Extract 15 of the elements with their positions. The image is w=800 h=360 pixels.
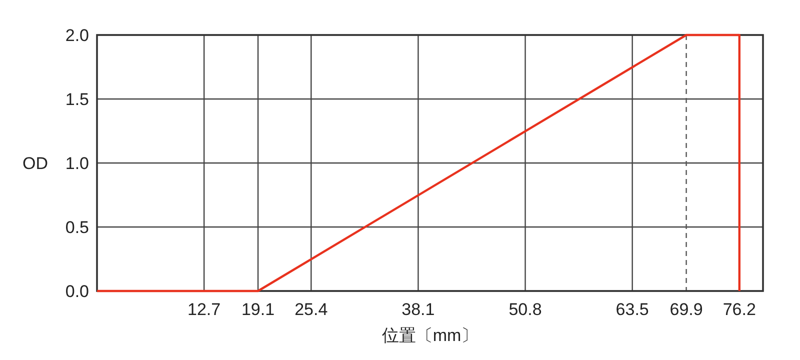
- x-tick-label: 19.1: [241, 300, 275, 319]
- y-tick-label: 0.5: [65, 218, 89, 237]
- x-tick-label: 50.8: [508, 300, 542, 319]
- y-tick-label: 0.0: [65, 282, 89, 301]
- x-tick-label: 25.4: [294, 300, 328, 319]
- x-tick-label: 69.9: [670, 300, 703, 319]
- y-axis-title: OD: [22, 154, 48, 173]
- x-tick-label: 12.7: [188, 300, 221, 319]
- x-tick-label: 63.5: [616, 300, 649, 319]
- x-tick-label: 76.2: [722, 300, 756, 319]
- x-tick-label: 38.1: [402, 300, 435, 319]
- y-tick-label: 2.0: [65, 26, 89, 45]
- x-axis-title: 位置〔mm〕: [382, 326, 478, 345]
- y-tick-label: 1.0: [65, 154, 89, 173]
- y-tick-label: 1.5: [65, 90, 89, 109]
